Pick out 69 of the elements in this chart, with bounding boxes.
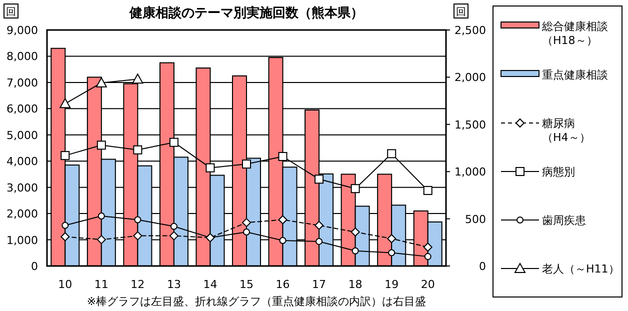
x-tick-label: 13 <box>166 278 181 291</box>
x-tick-label: 17 <box>312 278 326 291</box>
text: ※棒グラフは左目盛、折れ線グラフ（重点健康相談の内訳）は右目盛 <box>86 295 426 308</box>
x-tick-label: 20 <box>420 278 435 291</box>
point <box>98 212 105 220</box>
point <box>96 140 106 150</box>
y-tick-label: 6,000 <box>6 102 38 116</box>
point <box>314 174 324 184</box>
point <box>60 151 70 160</box>
point <box>350 184 360 194</box>
legend-label: 歯周疾患 <box>542 214 586 227</box>
point <box>243 228 250 236</box>
y-axis-title: 回 <box>6 7 16 18</box>
legend-label: 糖尿病（H4～） <box>542 117 590 144</box>
x-tick-label: 16 <box>276 278 290 291</box>
point <box>132 74 144 84</box>
point <box>206 163 215 172</box>
y2-axis-title: 回 <box>456 7 466 18</box>
y-tick-label: 0 <box>31 260 38 273</box>
point <box>387 149 396 158</box>
y-tick-label: 5,000 <box>6 128 38 142</box>
point <box>60 232 70 242</box>
y2-tick-label: 1,000 <box>454 166 486 179</box>
x-tick-label: 18 <box>348 278 362 291</box>
point <box>170 222 178 230</box>
point <box>388 249 396 256</box>
point <box>424 253 432 260</box>
point <box>134 216 142 224</box>
y-tick-label: 3,000 <box>6 181 38 194</box>
point <box>96 235 106 244</box>
point <box>279 237 286 244</box>
y-tick-label: 2,000 <box>6 208 38 221</box>
legend-label: 総合健康相談（H18～） <box>541 20 608 47</box>
point <box>423 242 432 252</box>
y2-tick-label: 2,500 <box>454 24 486 37</box>
y2-tick-label: 0 <box>479 260 486 273</box>
x-tick-label: 12 <box>130 278 145 291</box>
x-tick-label: 15 <box>240 278 254 291</box>
point <box>62 222 69 229</box>
point <box>278 152 288 161</box>
chart-title: 健康相談のテーマ別実施回数（熊本県） <box>128 5 364 21</box>
legend-label: 病態別 <box>542 166 575 178</box>
point <box>314 220 324 230</box>
x-tick-label: 11 <box>94 278 108 291</box>
legend-label: 老人（～H11） <box>542 262 620 276</box>
point <box>133 231 142 240</box>
y-tick-label: 9,000 <box>6 24 38 37</box>
point <box>423 186 432 195</box>
point <box>352 247 359 254</box>
y-tick-label: 4,000 <box>6 155 38 168</box>
legend-label: 重点健康相談 <box>542 68 608 82</box>
y2-tick-label: 500 <box>465 212 486 226</box>
point <box>96 77 107 88</box>
x-tick-label: 10 <box>58 278 72 291</box>
point <box>316 238 323 245</box>
x-tick-label: 14 <box>203 278 218 291</box>
y2-tick-label: 1,500 <box>454 118 486 132</box>
point <box>60 98 71 108</box>
point <box>387 234 396 244</box>
point <box>242 218 251 228</box>
y-tick-label: 7,000 <box>6 76 38 90</box>
point <box>242 160 251 169</box>
y-tick-label: 8,000 <box>6 50 38 64</box>
x-tick-label: 19 <box>384 278 399 291</box>
y-tick-label: 1,000 <box>6 234 38 247</box>
point <box>278 215 288 224</box>
point <box>133 145 142 154</box>
y2-tick-label: 2,000 <box>454 71 486 84</box>
point <box>169 138 178 147</box>
